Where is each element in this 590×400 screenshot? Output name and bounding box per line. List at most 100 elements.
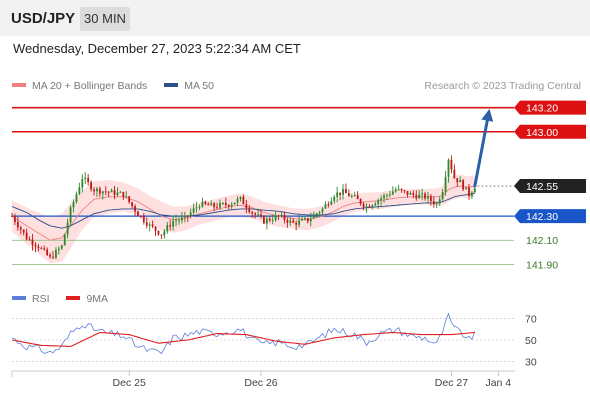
research-credit: Research © 2023 Trading Central <box>424 80 581 92</box>
candle-body <box>298 220 300 225</box>
rsi-pane: 70 50 30 <box>11 312 537 369</box>
candle-body <box>125 196 128 198</box>
candle-body <box>421 193 424 195</box>
candle-body <box>60 245 63 249</box>
candle-body <box>353 195 356 197</box>
candle-body <box>22 229 25 233</box>
candle-body <box>43 248 46 250</box>
candle-body <box>87 177 90 183</box>
level-tag-box <box>514 179 586 193</box>
candle-body <box>157 230 160 235</box>
candle-body <box>25 232 28 240</box>
candle-body <box>400 188 403 191</box>
candle-body <box>447 159 450 177</box>
candle-body <box>394 189 397 192</box>
candle-body <box>163 231 166 236</box>
candle-body <box>148 224 151 226</box>
candle-body <box>391 191 394 195</box>
candle-body <box>180 217 183 221</box>
candle-body <box>93 189 95 192</box>
candle-body <box>277 215 280 217</box>
candle-body <box>113 190 116 196</box>
candle-body <box>216 207 218 209</box>
level-tag-text: 143.00 <box>526 127 558 139</box>
candle-body <box>321 208 324 213</box>
candle-body <box>245 204 248 209</box>
candle-body <box>386 194 388 196</box>
candle-body <box>90 182 93 190</box>
legend-ma20-swatch <box>12 83 26 88</box>
candle-body <box>456 178 459 183</box>
level-tag-text: 142.30 <box>526 211 558 223</box>
level-lines <box>12 106 514 265</box>
datetime-label: Wednesday, December 27, 2023 5:22:34 AM … <box>13 41 301 56</box>
header-bar: USD/JPY 30 MIN <box>0 0 590 36</box>
candle-body <box>142 215 145 223</box>
level-tag-141.90: 141.90 <box>526 259 558 271</box>
candle-body <box>84 177 87 179</box>
candle-body <box>356 195 359 200</box>
legend-ma50-label: MA 50 <box>184 80 214 92</box>
projection-arrow-shaft <box>473 119 489 188</box>
candle-body <box>251 212 254 214</box>
candle-body <box>462 180 465 190</box>
level-tag-143.20: 143.20 <box>514 100 586 115</box>
candle-body <box>292 220 295 223</box>
candle-body <box>110 190 113 193</box>
candle-body <box>242 196 245 205</box>
candle-body <box>248 208 251 213</box>
candle-body <box>172 220 175 227</box>
candle-body <box>78 187 81 195</box>
candle-body <box>377 200 380 204</box>
rsi-9ma-line <box>11 331 475 348</box>
candle-body <box>19 227 22 230</box>
candle-body <box>306 218 309 222</box>
candle-body <box>96 188 98 192</box>
candle-body <box>204 201 207 204</box>
candle-body <box>397 188 400 190</box>
candle-body <box>263 216 265 224</box>
candle-body <box>274 215 277 221</box>
candle-body <box>254 213 257 215</box>
candle-body <box>265 218 268 224</box>
candle-body <box>450 159 453 170</box>
candle-body <box>160 234 163 236</box>
candle-body <box>368 206 371 208</box>
ma20-line <box>11 185 475 241</box>
legend-9ma-swatch <box>66 296 81 301</box>
x-tick-label: Dec 26 <box>244 377 277 389</box>
candle-body <box>230 204 233 207</box>
candle-body <box>72 201 75 208</box>
candle-body <box>342 189 344 195</box>
candle-body <box>406 190 409 195</box>
candle-body <box>409 193 412 195</box>
candle-body <box>453 169 456 179</box>
x-axis: Dec 25 Dec 26 Dec 27 Jan 4 <box>11 370 515 389</box>
candle-body <box>11 216 13 218</box>
candle-body <box>350 195 353 197</box>
timeframe-button[interactable]: 30 MIN <box>80 7 130 31</box>
candle-body <box>380 198 383 201</box>
candle-body <box>239 196 242 200</box>
candle-body <box>57 248 60 250</box>
candle-body <box>283 214 286 221</box>
rsi-legend: RSI 9MA <box>12 293 122 305</box>
candle-body <box>213 203 216 208</box>
candle-body <box>365 206 368 208</box>
candle-body <box>28 239 31 241</box>
candle-body <box>104 191 107 193</box>
level-tags: 143.20 143.00 142.55 142.30 142.10 141.90 <box>514 100 586 271</box>
candle-body <box>119 191 122 193</box>
candle-body <box>415 194 418 199</box>
projection-arrow-head <box>481 108 494 122</box>
candle-body <box>260 214 262 217</box>
legend-rsi-swatch <box>12 296 26 301</box>
candle-body <box>63 234 66 246</box>
candle-body <box>324 204 327 209</box>
candle-body <box>438 199 441 204</box>
legend-ma20: MA 20 + Bollinger Bands <box>12 80 147 92</box>
candle-body <box>268 218 271 221</box>
candle-body <box>371 205 374 208</box>
